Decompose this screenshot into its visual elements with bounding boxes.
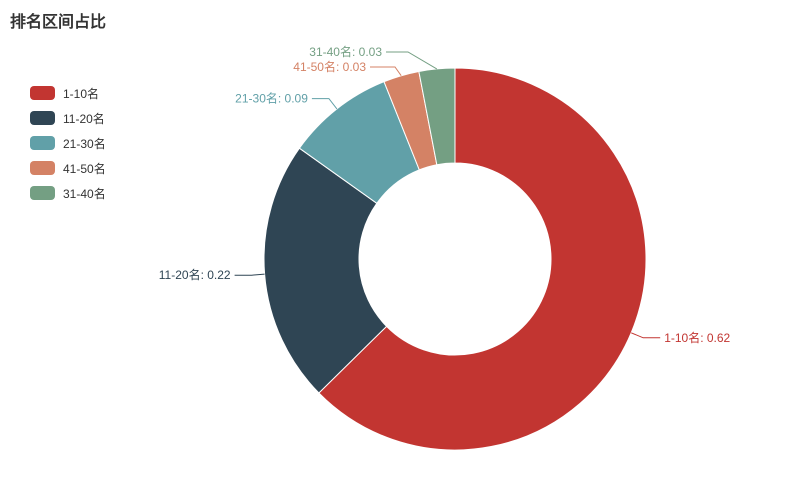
legend-item-31-40名[interactable]: 31-40名: [30, 186, 106, 201]
legend-item-21-30名[interactable]: 21-30名: [30, 136, 106, 151]
legend: 1-10名 11-20名 21-30名 41-50名 31-40名: [30, 86, 106, 211]
slice-label: 11-20名: 0.22: [159, 267, 231, 282]
label-leader-line: [370, 66, 402, 76]
legend-item-label: 1-10名: [63, 86, 100, 101]
pie-slice-1-10名[interactable]: [318, 67, 647, 451]
legend-swatch-icon: [30, 111, 55, 125]
pie-slice-31-40名[interactable]: [418, 67, 456, 166]
chart-title: 排名区间占比: [10, 14, 107, 31]
legend-item-label: 21-30名: [63, 136, 106, 151]
legend-item-label: 41-50名: [63, 161, 106, 176]
legend-item-41-50名[interactable]: 41-50名: [30, 161, 106, 176]
label-leader-line: [631, 332, 661, 339]
legend-item-label: 11-20名: [63, 111, 105, 126]
label-leader-line: [234, 273, 265, 276]
legend-swatch-icon: [30, 86, 55, 100]
slice-label: 1-10名: 0.62: [664, 330, 730, 345]
label-leader-line: [311, 98, 338, 110]
pie-slice-11-20名[interactable]: [263, 147, 388, 394]
legend-swatch-icon: [30, 186, 55, 200]
label-leader-line: [386, 51, 438, 70]
slice-label: 31-40名: 0.03: [309, 44, 382, 59]
legend-item-label: 31-40名: [63, 186, 106, 201]
legend-swatch-icon: [30, 136, 55, 150]
legend-item-11-20名[interactable]: 11-20名: [30, 111, 106, 126]
slice-label: 21-30名: 0.09: [235, 91, 308, 106]
legend-swatch-icon: [30, 161, 55, 175]
legend-item-1-10名[interactable]: 1-10名: [30, 86, 106, 101]
slice-label: 41-50名: 0.03: [293, 59, 366, 74]
